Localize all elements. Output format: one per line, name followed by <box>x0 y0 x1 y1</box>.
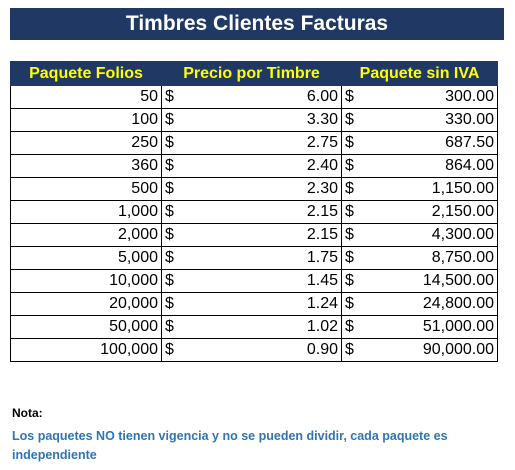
currency-symbol: $ <box>161 108 180 132</box>
table-row: 250 $2.75 $687.50 <box>10 131 499 155</box>
header-row: Paquete Folios Precio por Timbre Paquete… <box>10 61 499 86</box>
currency-symbol: $ <box>341 154 360 178</box>
currency-symbol: $ <box>161 200 180 224</box>
table-row: 5,000 $1.75 $8,750.00 <box>10 246 499 270</box>
paquete-cell: 14,500.00 <box>359 269 499 293</box>
currency-symbol: $ <box>341 338 360 362</box>
folios-cell: 500 <box>10 177 162 201</box>
precio-cell: 1.75 <box>179 246 343 270</box>
currency-symbol: $ <box>341 85 360 109</box>
table-row: 1,000 $2.15 $2,150.00 <box>10 200 499 224</box>
header-precio-por-timbre: Precio por Timbre <box>160 61 343 86</box>
table-body: 50 $6.00 $300.00 100 $3.30 $330.00 250 $2.75 $68… <box>10 85 499 362</box>
currency-symbol: $ <box>341 200 360 224</box>
table-row: 20,000 $1.24 $24,800.00 <box>10 292 499 316</box>
paquete-cell: 2,150.00 <box>359 200 499 224</box>
nota-text: Los paquetes NO tienen vigencia y no se … <box>12 429 448 462</box>
folios-cell: 50 <box>10 85 162 109</box>
table-header: Paquete Folios Precio por Timbre Paquete… <box>10 61 499 86</box>
precio-cell: 2.30 <box>179 177 343 201</box>
folios-cell: 20,000 <box>10 292 162 316</box>
currency-symbol: $ <box>161 269 180 293</box>
precio-cell: 2.75 <box>179 131 343 155</box>
currency-symbol: $ <box>341 108 360 132</box>
currency-symbol: $ <box>341 315 360 339</box>
precio-cell: 2.15 <box>179 223 343 247</box>
paquete-cell: 4,300.00 <box>359 223 499 247</box>
table-row: 100 $3.30 $330.00 <box>10 108 499 132</box>
precio-cell: 2.40 <box>179 154 343 178</box>
paquete-cell: 864.00 <box>359 154 499 178</box>
currency-symbol: $ <box>161 338 180 362</box>
currency-symbol: $ <box>161 154 180 178</box>
folios-cell: 100,000 <box>10 338 162 362</box>
header-paquete-folios: Paquete Folios <box>10 61 162 86</box>
currency-symbol: $ <box>161 177 180 201</box>
currency-symbol: $ <box>161 85 180 109</box>
currency-symbol: $ <box>161 292 180 316</box>
paquete-cell: 24,800.00 <box>359 292 499 316</box>
currency-symbol: $ <box>161 246 180 270</box>
paquete-cell: 330.00 <box>359 108 499 132</box>
folios-cell: 1,000 <box>10 200 162 224</box>
paquete-cell: 90,000.00 <box>359 338 499 362</box>
table-row: 100,000 $0.90 $90,000.00 <box>10 338 499 362</box>
precio-cell: 6.00 <box>179 85 343 109</box>
table-row: 50 $6.00 $300.00 <box>10 85 499 109</box>
paquete-cell: 1,150.00 <box>359 177 499 201</box>
header-paquete-sin-iva: Paquete sin IVA <box>341 61 499 86</box>
currency-symbol: $ <box>161 315 180 339</box>
folios-cell: 50,000 <box>10 315 162 339</box>
folios-cell: 360 <box>10 154 162 178</box>
table-row: 360 $2.40 $864.00 <box>10 154 499 178</box>
precio-cell: 1.02 <box>179 315 343 339</box>
folios-cell: 100 <box>10 108 162 132</box>
folios-cell: 2,000 <box>10 223 162 247</box>
table-row: 500 $2.30 $1,150.00 <box>10 177 499 201</box>
page-title: Timbres Clientes Facturas <box>10 8 504 40</box>
nota-label: Nota: <box>12 406 43 420</box>
table-row: 10,000 $1.45 $14,500.00 <box>10 269 499 293</box>
currency-symbol: $ <box>341 292 360 316</box>
precio-cell: 2.15 <box>179 200 343 224</box>
currency-symbol: $ <box>341 246 360 270</box>
folios-cell: 10,000 <box>10 269 162 293</box>
paquete-cell: 687.50 <box>359 131 499 155</box>
precio-cell: 1.45 <box>179 269 343 293</box>
currency-symbol: $ <box>341 269 360 293</box>
table-row: 2,000 $2.15 $4,300.00 <box>10 223 499 247</box>
precio-cell: 0.90 <box>179 338 343 362</box>
paquete-cell: 8,750.00 <box>359 246 499 270</box>
price-table: Paquete Folios Precio por Timbre Paquete… <box>10 61 499 362</box>
table-row: 50,000 $1.02 $51,000.00 <box>10 315 499 339</box>
folios-cell: 5,000 <box>10 246 162 270</box>
folios-cell: 250 <box>10 131 162 155</box>
paquete-cell: 300.00 <box>359 85 499 109</box>
precio-cell: 1.24 <box>179 292 343 316</box>
currency-symbol: $ <box>161 223 180 247</box>
currency-symbol: $ <box>161 131 180 155</box>
currency-symbol: $ <box>341 177 360 201</box>
paquete-cell: 51,000.00 <box>359 315 499 339</box>
currency-symbol: $ <box>341 131 360 155</box>
currency-symbol: $ <box>341 223 360 247</box>
precio-cell: 3.30 <box>179 108 343 132</box>
